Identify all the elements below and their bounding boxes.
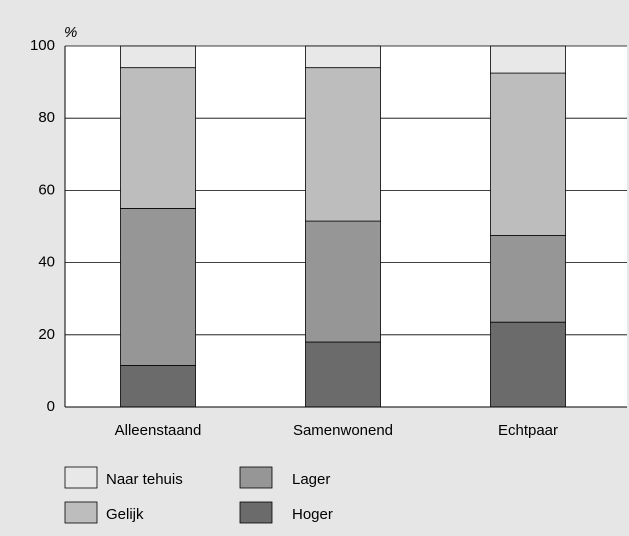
- bar-segment: [305, 67, 381, 222]
- legend-label: Gelijk: [106, 506, 144, 523]
- y-tick-label: 20: [38, 326, 55, 343]
- bar-segment: [490, 45, 566, 74]
- bar-segment: [305, 45, 381, 69]
- bar-segment: [490, 235, 566, 323]
- y-tick-label: 80: [38, 109, 55, 126]
- y-tick-label: 0: [47, 398, 55, 415]
- bar-segment: [490, 321, 566, 408]
- bar-segment: [120, 208, 196, 366]
- y-tick-label: 60: [38, 181, 55, 198]
- x-tick-label: Alleenstaand: [115, 422, 202, 439]
- bar-segment: [120, 365, 196, 408]
- bar-segment: [305, 220, 381, 343]
- bar-segment: [120, 45, 196, 69]
- legend-swatch: [64, 501, 98, 524]
- bar-segment: [305, 341, 381, 408]
- legend-swatch: [239, 501, 273, 524]
- legend-label: Hoger: [292, 506, 333, 523]
- y-tick-label: 100: [30, 37, 55, 54]
- legend-label: Naar tehuis: [106, 471, 183, 488]
- bar-segment: [120, 67, 196, 209]
- legend-swatch: [239, 466, 273, 489]
- legend-label: Lager: [292, 471, 330, 488]
- legend-swatch: [64, 466, 98, 489]
- y-tick-label: 40: [38, 254, 55, 271]
- y-axis-label: %: [64, 24, 77, 41]
- x-tick-label: Echtpaar: [498, 422, 558, 439]
- bar-segment: [490, 72, 566, 236]
- x-tick-label: Samenwonend: [293, 422, 393, 439]
